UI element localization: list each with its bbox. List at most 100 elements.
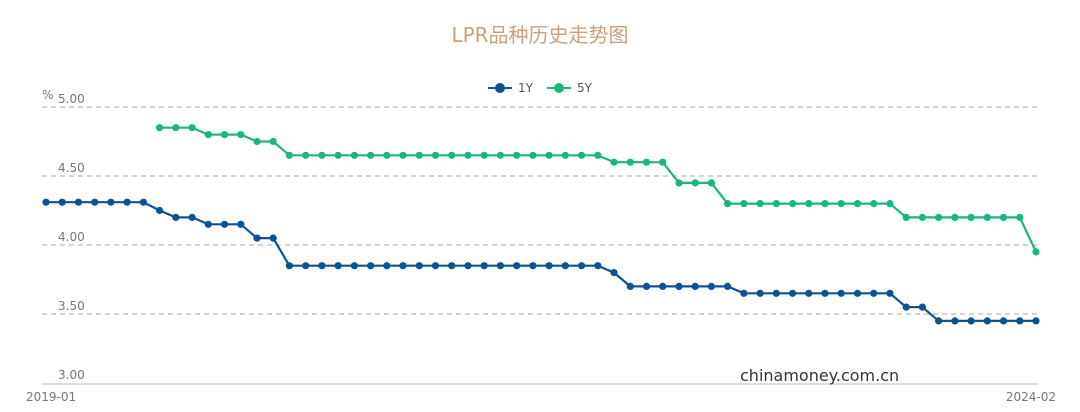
data-point-5y[interactable] — [610, 158, 618, 166]
data-point-5y[interactable] — [545, 151, 553, 159]
data-point-1y[interactable] — [578, 262, 586, 270]
data-point-5y[interactable] — [1016, 213, 1024, 221]
data-point-5y[interactable] — [870, 200, 878, 208]
data-point-1y[interactable] — [756, 289, 764, 297]
data-point-1y[interactable] — [496, 262, 504, 270]
data-point-1y[interactable] — [367, 262, 375, 270]
data-point-1y[interactable] — [626, 282, 634, 290]
data-point-5y[interactable] — [821, 200, 829, 208]
data-point-5y[interactable] — [383, 151, 391, 159]
data-point-5y[interactable] — [853, 200, 862, 208]
data-point-1y[interactable] — [464, 262, 472, 270]
data-point-5y[interactable] — [805, 200, 813, 208]
data-point-1y[interactable] — [139, 198, 147, 206]
data-point-1y[interactable] — [724, 282, 732, 290]
data-point-1y[interactable] — [431, 262, 440, 270]
data-point-1y[interactable] — [659, 282, 667, 290]
data-point-5y[interactable] — [675, 179, 683, 187]
data-point-1y[interactable] — [1032, 317, 1040, 325]
data-point-5y[interactable] — [480, 151, 488, 159]
data-point-5y[interactable] — [172, 124, 180, 132]
data-point-5y[interactable] — [740, 200, 748, 208]
data-point-1y[interactable] — [886, 289, 894, 297]
data-point-1y[interactable] — [675, 282, 683, 290]
data-point-5y[interactable] — [513, 151, 521, 159]
legend-item-5y[interactable]: 5Y — [547, 81, 593, 95]
data-point-5y[interactable] — [642, 158, 651, 166]
data-point-1y[interactable] — [837, 289, 845, 297]
data-point-5y[interactable] — [561, 151, 569, 159]
data-point-5y[interactable] — [529, 151, 537, 159]
data-point-5y[interactable] — [983, 213, 991, 221]
data-point-5y[interactable] — [935, 213, 943, 221]
data-point-1y[interactable] — [74, 198, 83, 206]
data-point-1y[interactable] — [740, 289, 748, 297]
data-point-5y[interactable] — [367, 151, 375, 159]
data-point-1y[interactable] — [91, 198, 99, 206]
data-point-5y[interactable] — [902, 213, 910, 221]
data-point-1y[interactable] — [220, 220, 229, 228]
data-point-1y[interactable] — [188, 213, 196, 221]
data-point-5y[interactable] — [756, 200, 764, 208]
data-point-5y[interactable] — [724, 200, 732, 208]
data-point-1y[interactable] — [594, 262, 602, 270]
data-point-1y[interactable] — [513, 262, 521, 270]
data-point-5y[interactable] — [496, 151, 504, 159]
data-point-1y[interactable] — [691, 282, 699, 290]
data-point-5y[interactable] — [967, 213, 975, 221]
data-point-5y[interactable] — [659, 158, 667, 166]
data-point-5y[interactable] — [269, 137, 277, 146]
data-point-5y[interactable] — [220, 131, 229, 139]
data-point-1y[interactable] — [610, 269, 618, 277]
data-point-1y[interactable] — [870, 289, 878, 297]
data-point-1y[interactable] — [480, 262, 488, 270]
legend[interactable]: 1Y 5Y — [488, 81, 593, 95]
data-point-1y[interactable] — [42, 198, 50, 206]
data-point-5y[interactable] — [837, 200, 845, 208]
legend-item-1y[interactable]: 1Y — [488, 81, 534, 95]
data-point-1y[interactable] — [123, 198, 131, 206]
data-point-1y[interactable] — [772, 289, 780, 297]
data-point-1y[interactable] — [318, 262, 326, 270]
data-point-5y[interactable] — [707, 179, 716, 187]
data-point-1y[interactable] — [415, 262, 423, 270]
data-point-1y[interactable] — [172, 213, 180, 221]
data-point-1y[interactable] — [999, 317, 1008, 325]
data-point-1y[interactable] — [334, 262, 342, 270]
data-point-5y[interactable] — [350, 151, 358, 159]
data-point-5y[interactable] — [285, 151, 293, 159]
data-point-5y[interactable] — [1032, 248, 1040, 256]
data-point-1y[interactable] — [805, 289, 813, 297]
data-point-1y[interactable] — [204, 220, 212, 228]
data-point-5y[interactable] — [578, 151, 586, 159]
data-point-1y[interactable] — [399, 262, 407, 270]
data-point-1y[interactable] — [107, 198, 115, 206]
data-point-5y[interactable] — [237, 131, 245, 139]
data-point-5y[interactable] — [918, 213, 927, 221]
data-point-1y[interactable] — [821, 289, 829, 297]
data-point-1y[interactable] — [253, 234, 261, 242]
data-point-1y[interactable] — [545, 262, 553, 270]
data-point-1y[interactable] — [967, 317, 975, 325]
data-point-1y[interactable] — [918, 303, 927, 311]
data-point-5y[interactable] — [886, 200, 894, 208]
data-point-5y[interactable] — [594, 151, 602, 159]
data-point-5y[interactable] — [448, 151, 456, 159]
data-point-5y[interactable] — [951, 213, 959, 221]
data-point-5y[interactable] — [772, 200, 780, 208]
data-point-1y[interactable] — [156, 206, 164, 215]
data-point-1y[interactable] — [285, 262, 293, 270]
data-point-1y[interactable] — [983, 317, 991, 325]
data-point-5y[interactable] — [464, 151, 472, 159]
data-point-1y[interactable] — [902, 303, 910, 311]
data-point-1y[interactable] — [302, 262, 310, 270]
data-point-1y[interactable] — [383, 262, 391, 270]
data-point-5y[interactable] — [334, 151, 342, 159]
data-point-1y[interactable] — [707, 282, 716, 290]
data-point-1y[interactable] — [529, 262, 537, 270]
data-point-1y[interactable] — [951, 317, 959, 325]
data-point-1y[interactable] — [269, 234, 277, 242]
data-point-5y[interactable] — [188, 124, 196, 132]
data-point-5y[interactable] — [302, 151, 310, 159]
data-point-1y[interactable] — [935, 317, 943, 325]
